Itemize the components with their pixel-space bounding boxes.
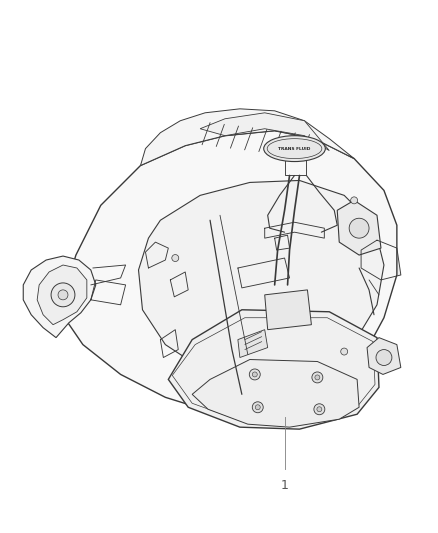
Polygon shape xyxy=(238,258,290,288)
Circle shape xyxy=(341,348,348,355)
Circle shape xyxy=(314,404,325,415)
Circle shape xyxy=(252,372,257,377)
Polygon shape xyxy=(285,158,307,175)
Polygon shape xyxy=(37,265,87,325)
Text: 1: 1 xyxy=(281,479,289,492)
Polygon shape xyxy=(361,240,401,280)
Polygon shape xyxy=(192,360,359,427)
Polygon shape xyxy=(168,310,379,429)
Circle shape xyxy=(252,402,263,413)
Polygon shape xyxy=(59,131,397,414)
Circle shape xyxy=(351,197,357,204)
Polygon shape xyxy=(145,242,168,268)
Polygon shape xyxy=(160,330,178,358)
Polygon shape xyxy=(138,181,384,377)
Text: TRANS FLUID: TRANS FLUID xyxy=(278,147,311,151)
Circle shape xyxy=(58,290,68,300)
Polygon shape xyxy=(23,256,96,337)
Polygon shape xyxy=(275,235,290,250)
Polygon shape xyxy=(367,337,401,375)
Polygon shape xyxy=(91,280,126,305)
Circle shape xyxy=(315,375,320,380)
Circle shape xyxy=(317,407,322,411)
Polygon shape xyxy=(200,113,329,151)
Circle shape xyxy=(249,369,260,380)
Circle shape xyxy=(172,255,179,262)
Polygon shape xyxy=(265,222,324,238)
Polygon shape xyxy=(170,272,188,297)
Circle shape xyxy=(51,283,75,307)
Polygon shape xyxy=(337,200,381,255)
Polygon shape xyxy=(141,109,354,166)
Polygon shape xyxy=(238,330,268,358)
Circle shape xyxy=(376,350,392,366)
Polygon shape xyxy=(265,290,311,330)
Ellipse shape xyxy=(264,136,325,161)
Circle shape xyxy=(349,218,369,238)
Circle shape xyxy=(312,372,323,383)
Circle shape xyxy=(255,405,260,410)
